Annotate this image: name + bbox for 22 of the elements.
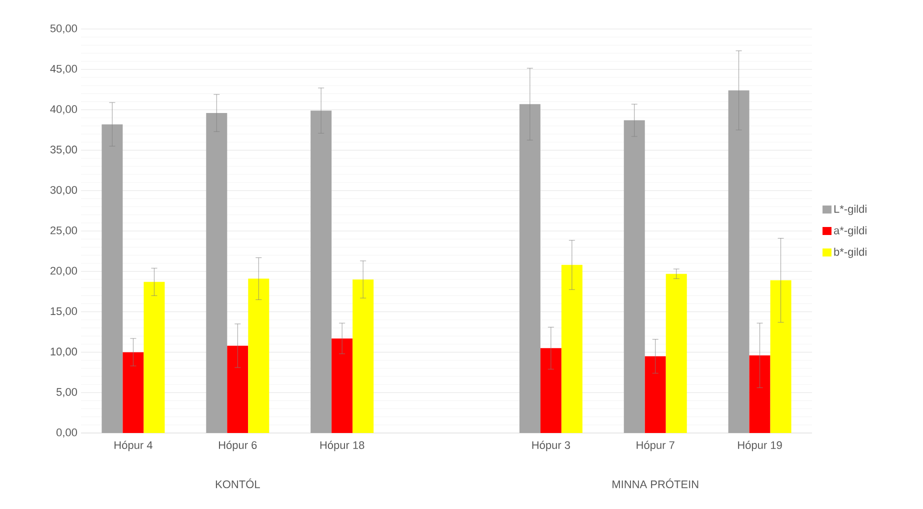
y-tick-label: 25,00: [50, 226, 78, 236]
y-tick-label: 30,00: [50, 186, 78, 196]
y-tick-label: 20,00: [50, 266, 78, 276]
text: MINNA PRÓTEIN: [612, 478, 698, 488]
y-tick-label: 45,00: [50, 64, 78, 74]
text: KONTÓL: [216, 478, 260, 488]
y-tick-label: 5,00: [56, 388, 78, 398]
legend-label: L*-gildi: [834, 204, 866, 216]
x-tick-label: Hópur 7: [636, 440, 674, 452]
legend-label: a*-gildi: [834, 226, 866, 237]
y-tick-label: 35,00: [50, 146, 78, 155]
y-tick-label: 10,00: [50, 348, 78, 357]
y-tick-label: 50,00: [50, 24, 78, 34]
x-tick-label: Hópur 18: [320, 440, 364, 452]
x-tick-label: Hópur 4: [114, 440, 152, 452]
y-tick-label: 0,00: [56, 428, 78, 438]
y-tick-label: 40,00: [50, 105, 78, 114]
x-tick-label: Hópur 6: [218, 440, 257, 452]
x-tick-label: Hópur 3: [532, 440, 570, 452]
x-tick-label: Hópur 19: [738, 440, 782, 452]
legend-label: b*-gildi: [834, 248, 866, 258]
y-tick-label: 15,00: [50, 307, 78, 316]
